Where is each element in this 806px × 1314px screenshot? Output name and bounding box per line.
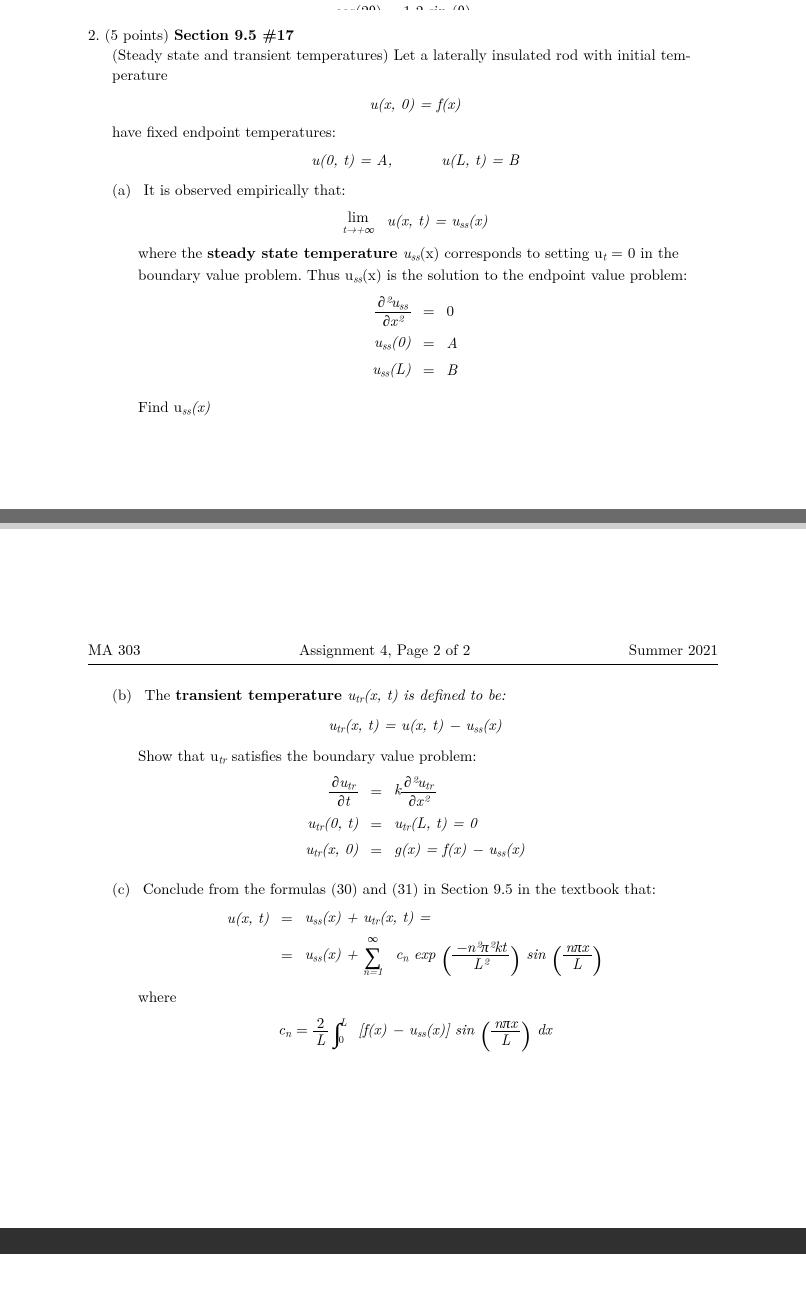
part-a: (a) It is observed empirically that: — [112, 180, 718, 200]
boundary-conditions-equation: u(0, t) = A, u(L, t) = B — [112, 150, 718, 170]
course-code: MA 303 — [88, 639, 141, 660]
assignment-title: Assignment 4, Page 2 of 2 — [299, 639, 470, 660]
problem-intro: (Steady state and transient temperatures… — [112, 45, 718, 65]
part-c-label: (c) — [112, 878, 130, 899]
part-b-label: (b) — [112, 684, 132, 705]
problem-header: 2. (5 points) Section 9.5 #17 — [88, 24, 718, 45]
problem-points: (5 points) — [105, 24, 169, 45]
limit-equation: lim t→+∞ u(x, t) = uss(x) — [112, 209, 718, 236]
fixed-endpoints-line: have fixed endpoint temperatures: — [112, 122, 718, 142]
initial-condition-equation: u(x, 0) = f(x) — [112, 94, 718, 114]
part-a-label: (a) — [112, 179, 131, 200]
problem-topic: (Steady state and transient temperatures… — [112, 44, 389, 65]
intro-line-1: Let a laterally insulated rod with initi… — [394, 44, 691, 65]
cn-formula: cn = 2L ∫L0 [f(x) − uss(x)] sin (nπxL) d… — [112, 1015, 718, 1048]
show-that-line: Show that utr satisfies the boundary val… — [138, 746, 718, 768]
find-uss: Find uss(x) — [138, 397, 718, 419]
solution-formula: u(x, t) = uss(x) + utr(x, t) = = uss(x) … — [221, 905, 609, 979]
part-c: (c) Conclude from the formulas (30) and … — [112, 879, 718, 899]
part-a-observed: It is observed empirically that: — [144, 179, 346, 200]
steady-state-system: ∂²uss∂x² = 0 uss(0) = A uss(L) = B — [366, 292, 463, 383]
top-cutoff-equation: cos(2θ) − 1 2 sin (θ) — [88, 0, 718, 10]
page-break-shadow — [0, 523, 806, 529]
transient-definition: utr(x, t) = u(x, t) − uss(x) — [112, 715, 718, 737]
where-line: where — [138, 987, 718, 1007]
transient-bvp: ∂utr∂t = k∂²utr∂x² utr(0, t) = utr(L, t)… — [299, 772, 530, 863]
bottom-bar — [0, 1228, 806, 1254]
part-b: (b) The transient temperature utr(x, t) … — [112, 685, 718, 707]
problem-section: Section 9.5 #17 — [174, 24, 294, 45]
intro-line-2: perature — [112, 65, 718, 85]
problem-number: 2. — [88, 24, 100, 45]
part-c-text: Conclude from the formulas (30) and (31)… — [143, 878, 656, 899]
term: Summer 2021 — [629, 639, 718, 660]
header-rule — [88, 664, 718, 665]
page-break-bar — [0, 509, 806, 523]
part-a-where: where the steady state temperature uss(x… — [138, 243, 718, 288]
running-header: MA 303 Assignment 4, Page 2 of 2 Summer … — [88, 639, 718, 662]
